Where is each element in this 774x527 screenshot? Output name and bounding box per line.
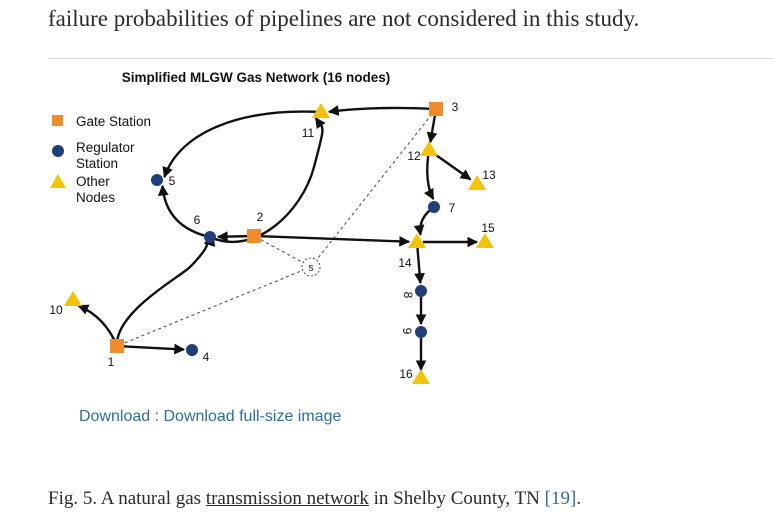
edge-14-8: [414, 247, 425, 285]
edge-12-7: [423, 149, 435, 200]
edge-1-6: [115, 236, 216, 347]
legend-gate-station-square: [52, 115, 63, 126]
node-5: [151, 174, 163, 186]
node-11: [312, 103, 330, 118]
node-14: [408, 233, 426, 248]
download-separator: :: [150, 408, 164, 425]
edge-6-5: [157, 184, 211, 239]
node-16: [412, 369, 430, 384]
figure-title: Simplified MLGW Gas Network (16 nodes): [122, 70, 391, 85]
node-1: [110, 339, 124, 353]
node-label-16: 16: [399, 367, 413, 381]
node-label-6: 6: [194, 213, 201, 227]
source-node-label: s: [308, 262, 314, 274]
citation-link[interactable]: [19]: [544, 488, 577, 509]
node-3: [429, 102, 443, 116]
node-2: [247, 229, 261, 243]
node-label-7: 7: [449, 201, 456, 215]
section-divider: [48, 58, 774, 59]
download-full-size-link[interactable]: Download full-size image: [163, 408, 342, 425]
edge-3-12: [426, 114, 438, 144]
node-15: [476, 233, 494, 248]
legend-gate-station-label: Gate Station: [76, 114, 151, 129]
node-label-8: 8: [401, 292, 415, 299]
node-label-13: 13: [482, 168, 496, 182]
node-label-3: 3: [452, 100, 459, 114]
node-13: [468, 175, 486, 190]
edge-3-11: [327, 105, 437, 116]
node-label-9: 9: [400, 328, 414, 335]
node-label-14: 14: [398, 256, 412, 270]
legend-regulator-dot: [52, 145, 64, 157]
node-label-4: 4: [203, 350, 210, 364]
source-node: [301, 257, 321, 277]
caption-middle: in Shelby County, TN: [368, 488, 545, 509]
edge-11-5: [162, 110, 322, 178]
edge-12-13: [433, 152, 472, 181]
source-link-1: [116, 266, 312, 347]
legend: Gate Station Regulator Station Other Nod…: [50, 114, 151, 205]
node-label-10: 10: [49, 303, 63, 317]
figure-caption: Fig. 5. A natural gas transmission netwo…: [48, 488, 581, 510]
edge-2-14: [259, 235, 411, 247]
network-figure[interactable]: s 1 2 3 4 5 6 7 8 9 10 11 12 13 14 15 16 Simplified MLG…: [40, 62, 520, 392]
node-6: [204, 231, 216, 243]
edge-1-4: [122, 343, 186, 355]
legend-other-triangle: [50, 174, 66, 188]
node-label-12: 12: [407, 149, 421, 163]
node-7: [428, 201, 440, 213]
legend-other-label-1: Other: [76, 174, 110, 189]
edge-2-6: [216, 231, 249, 242]
node-label-15: 15: [481, 221, 495, 235]
source-link-2: [253, 235, 312, 268]
transmission-network-link[interactable]: transmission network: [205, 488, 369, 509]
node-label-2: 2: [257, 210, 264, 224]
node-10: [64, 291, 82, 306]
edge-6-11: [209, 117, 326, 244]
intro-paragraph: failure probabilities of pipelines are n…: [48, 6, 640, 31]
caption-prefix: Fig. 5. A natural gas: [48, 488, 206, 509]
legend-other-label-2: Nodes: [76, 190, 115, 205]
caption-suffix: .: [576, 488, 582, 509]
node-12: [420, 141, 438, 156]
node-label-5: 5: [169, 174, 176, 188]
legend-regulator-label-1: Regulator: [76, 140, 135, 155]
node-4: [186, 344, 198, 356]
node-label-1: 1: [108, 355, 115, 369]
download-prefix[interactable]: Download: [79, 408, 151, 425]
legend-regulator-label-2: Station: [76, 156, 118, 171]
download-bar: Download : Download full-size image: [79, 408, 341, 426]
node-label-11: 11: [302, 126, 315, 140]
node-9: [415, 326, 427, 338]
node-8: [415, 285, 427, 297]
